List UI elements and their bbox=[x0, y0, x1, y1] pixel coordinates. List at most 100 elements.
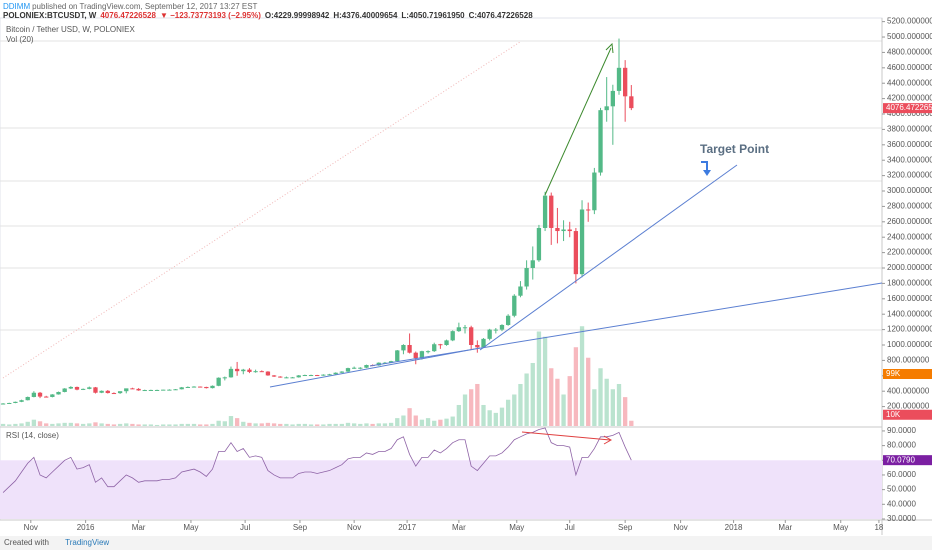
candle-body bbox=[475, 345, 480, 348]
candle-body bbox=[549, 195, 554, 228]
candle-body bbox=[579, 209, 585, 275]
ohlc-open: O:4229.99998942 bbox=[264, 11, 330, 20]
candle-body bbox=[154, 389, 160, 391]
x-tick-label: 2016 bbox=[77, 523, 95, 532]
volume-bar bbox=[610, 389, 615, 426]
candle-body bbox=[555, 227, 560, 232]
candle-body bbox=[567, 229, 572, 232]
volume-bar bbox=[315, 424, 320, 426]
candle-body bbox=[247, 369, 252, 372]
volume-bar bbox=[308, 424, 314, 426]
y-tick-label: 400.000000 bbox=[887, 386, 930, 395]
candle-body bbox=[290, 377, 295, 379]
series-legend: Bitcoin / Tether USD, W, POLONIEX bbox=[6, 25, 135, 34]
volume-bar bbox=[80, 423, 86, 426]
x-tick-label: 2018 bbox=[725, 523, 743, 532]
y-tick-label: 1800.000000 bbox=[887, 279, 932, 288]
volume-bar bbox=[321, 424, 326, 426]
volume-bar bbox=[161, 424, 166, 426]
candle-body bbox=[321, 374, 326, 376]
candle-body bbox=[148, 389, 154, 391]
target-arrow bbox=[701, 161, 708, 172]
x-tick-label: May bbox=[183, 523, 198, 532]
candle-body bbox=[592, 172, 597, 211]
candle-body bbox=[512, 295, 517, 316]
volume-bar bbox=[296, 423, 301, 426]
volume-bar bbox=[74, 423, 80, 426]
candle-body bbox=[105, 390, 110, 394]
volume-bar bbox=[469, 389, 474, 426]
footer-created: Created with bbox=[4, 538, 49, 547]
volume-bar bbox=[499, 407, 505, 426]
volume-bar bbox=[327, 423, 332, 426]
candle-body bbox=[499, 324, 505, 330]
volume-bar bbox=[13, 423, 18, 426]
candle-body bbox=[87, 387, 92, 389]
ohlc-low: L:4050.71961950 bbox=[401, 11, 465, 20]
volume-bar bbox=[623, 397, 628, 426]
candle-body bbox=[111, 393, 117, 395]
volume-bar bbox=[62, 422, 67, 426]
candle-body bbox=[25, 396, 30, 401]
volume-bar bbox=[99, 423, 104, 426]
rsi-tick-label: 60.0000 bbox=[887, 470, 916, 479]
volume-bar bbox=[234, 418, 240, 426]
candle-body bbox=[216, 377, 221, 386]
volume-bar bbox=[487, 410, 492, 426]
y-tick-label: 1400.000000 bbox=[887, 309, 932, 318]
x-tick-label: 2017 bbox=[398, 523, 416, 532]
plot-frame bbox=[0, 17, 883, 521]
volume-bar bbox=[382, 423, 388, 426]
candle-body bbox=[253, 371, 258, 373]
volume-bar bbox=[278, 423, 283, 426]
candle-body bbox=[407, 345, 412, 353]
candle-body bbox=[241, 369, 246, 372]
x-tick-label: May bbox=[509, 523, 524, 532]
candle-body bbox=[259, 371, 264, 373]
volume-bar bbox=[50, 423, 55, 426]
volume-badge: 10K bbox=[886, 410, 901, 419]
candle-body bbox=[13, 401, 18, 403]
volume-bar bbox=[105, 423, 110, 426]
candle-body bbox=[469, 327, 474, 346]
volume-bar bbox=[351, 423, 357, 426]
candle-body bbox=[438, 344, 443, 346]
volume-bar bbox=[191, 423, 197, 426]
volume-bar bbox=[364, 423, 369, 426]
dotted-line bbox=[2, 41, 521, 379]
candle-body bbox=[167, 389, 172, 391]
volume-bar bbox=[401, 415, 406, 426]
rsi-badge-bg bbox=[883, 455, 932, 466]
candle-body bbox=[37, 392, 43, 397]
volume-bar bbox=[536, 331, 542, 426]
candle-body bbox=[542, 195, 548, 228]
volume-bar bbox=[339, 423, 344, 426]
candle-body bbox=[425, 351, 431, 353]
candle-body bbox=[142, 390, 147, 392]
candle-body bbox=[481, 338, 486, 348]
candle-body bbox=[450, 331, 455, 341]
candle-body bbox=[271, 375, 277, 377]
last-price: 4076.47226528 bbox=[100, 11, 156, 20]
candle-body bbox=[444, 340, 449, 346]
candle-body bbox=[228, 368, 234, 378]
rsi-legend: RSI (14, close) bbox=[6, 431, 59, 440]
publish-line: DDIMM published on TradingView.com, Septe… bbox=[3, 2, 261, 11]
candle-body bbox=[117, 391, 123, 394]
y-tick-label: 3600.000000 bbox=[887, 140, 932, 149]
candle-body bbox=[124, 388, 129, 392]
ohlc-high: H:4376.40009654 bbox=[333, 11, 398, 20]
x-tick-label: Jul bbox=[240, 523, 250, 532]
candle-body bbox=[179, 387, 184, 390]
volume-bar bbox=[117, 423, 123, 426]
x-tick-label: Mar bbox=[778, 523, 792, 532]
y-tick-label: 3800.000000 bbox=[887, 125, 932, 134]
candle-body bbox=[278, 376, 283, 378]
volume-bar bbox=[290, 424, 295, 426]
trend-line bbox=[479, 164, 738, 351]
candle-body bbox=[62, 388, 67, 392]
candle-body bbox=[536, 227, 542, 261]
volume-bar bbox=[185, 423, 191, 426]
